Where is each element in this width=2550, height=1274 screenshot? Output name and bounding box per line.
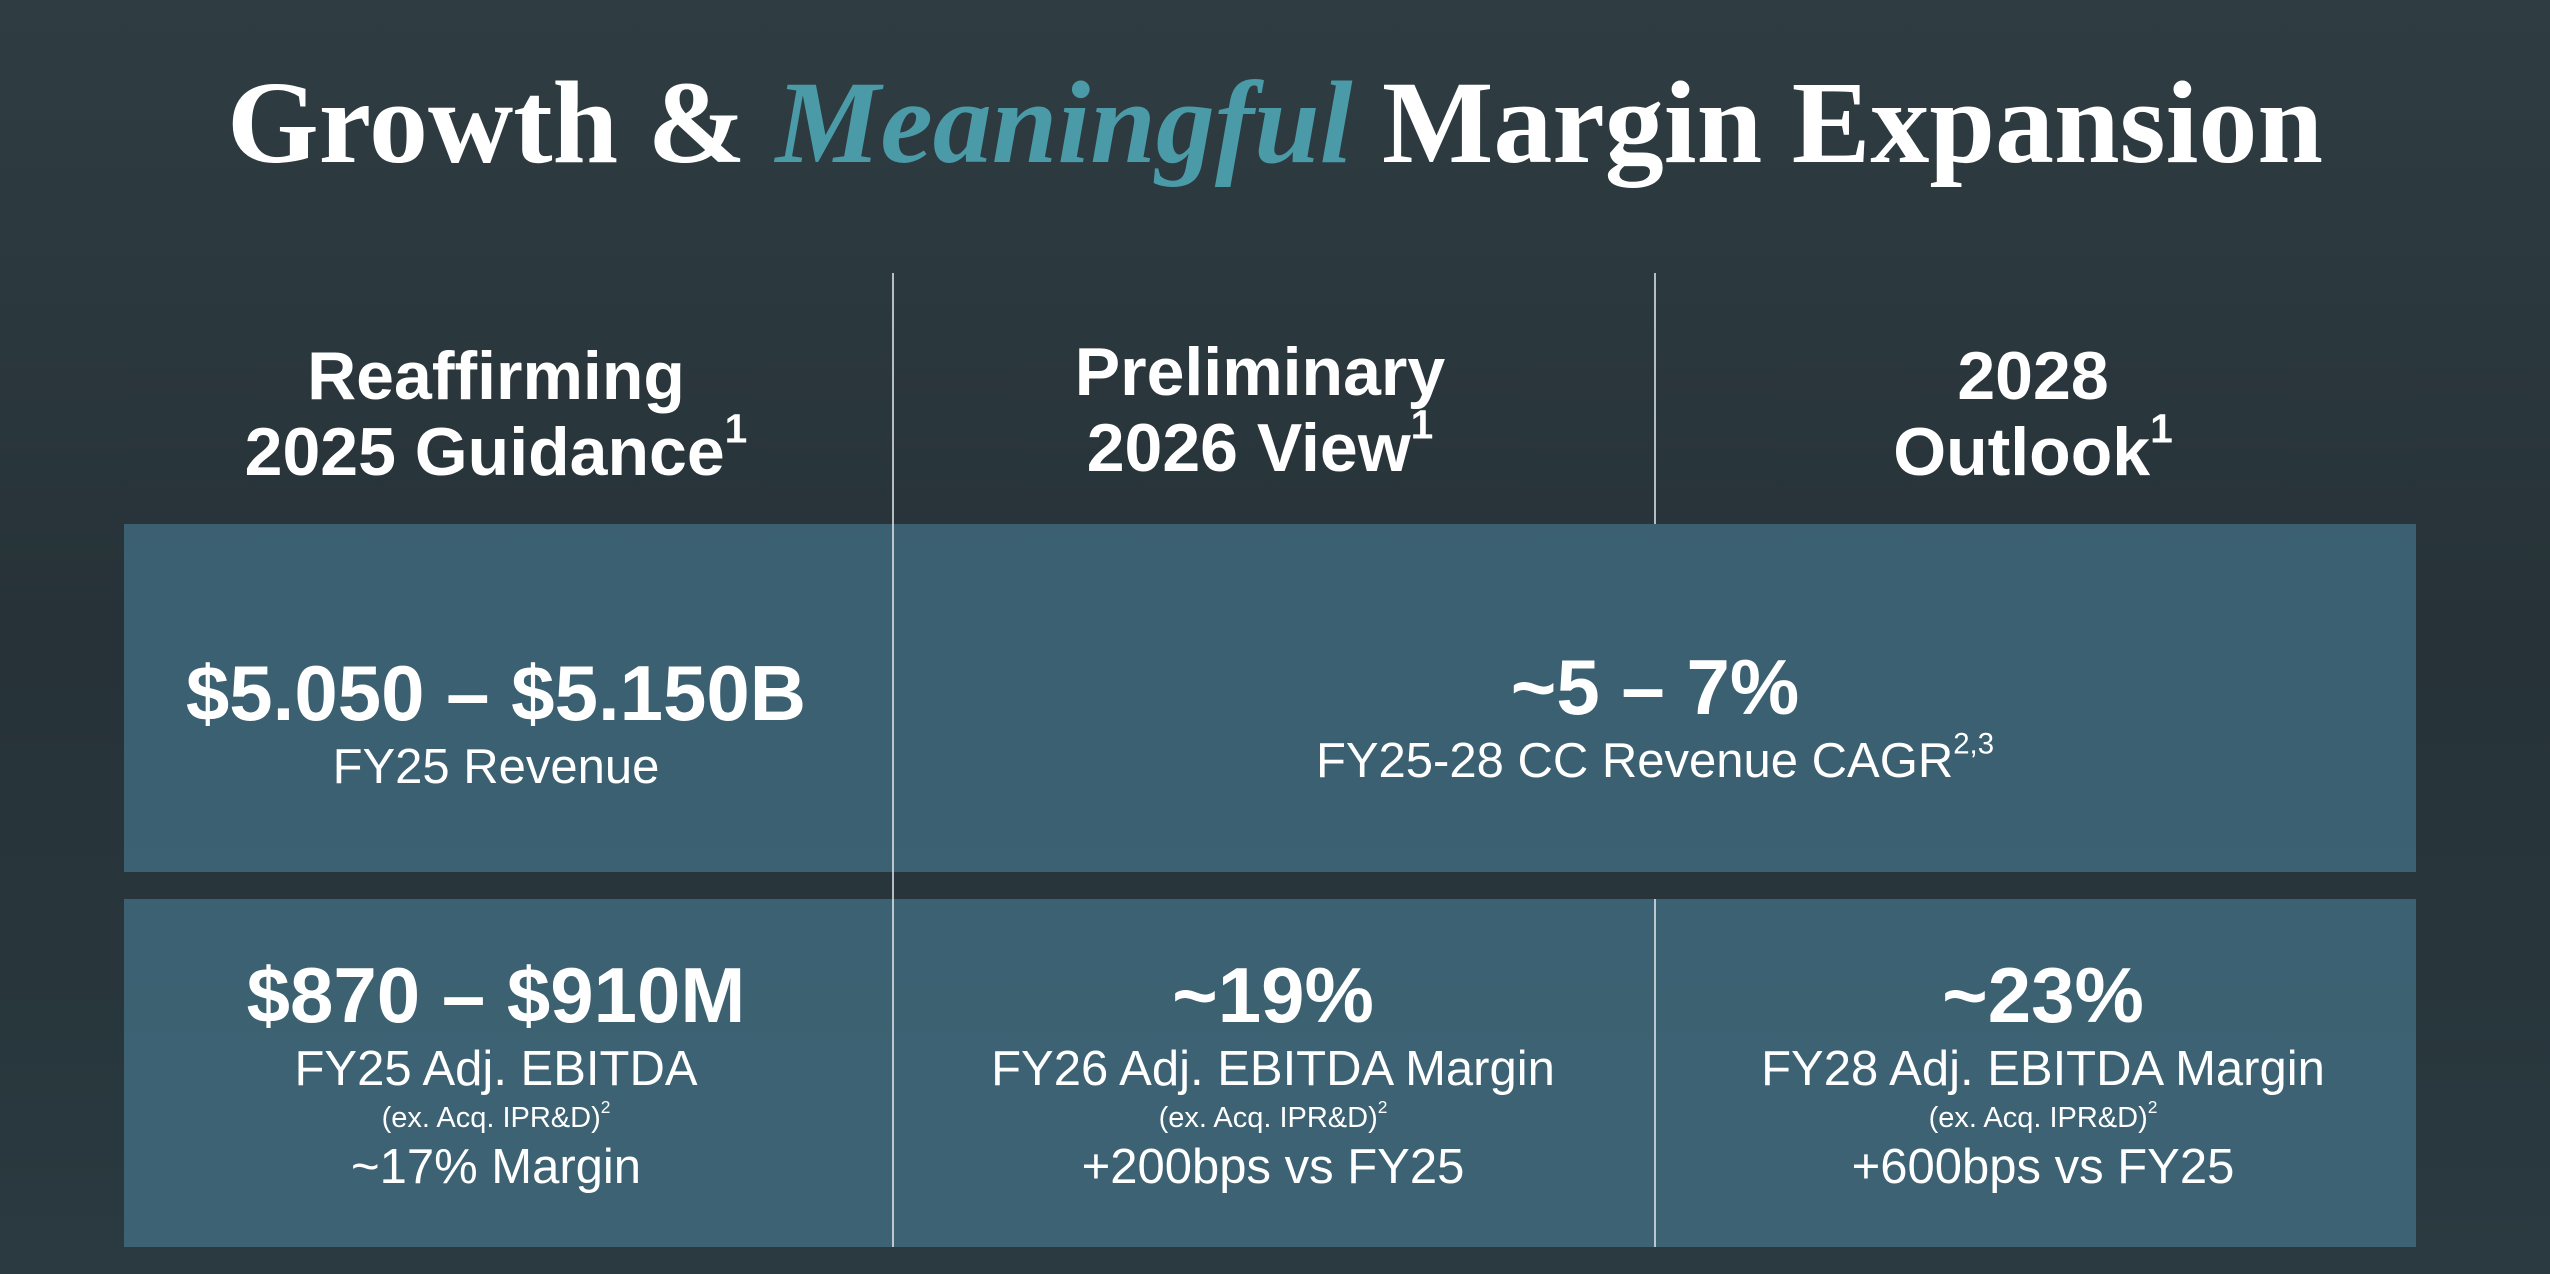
- metric: ~5 – 7% FY25-28 CC Revenue CAGR2,3: [1055, 642, 2255, 790]
- metric-label: FY26 Adj. EBITDA Margin: [991, 1042, 1555, 1096]
- metric-label: FY25-28 CC Revenue CAGR: [1315, 734, 1954, 788]
- metric-note: (ex. Acq. IPR&D): [381, 1102, 601, 1134]
- metric-value: $5.050 – $5.150B: [185, 649, 807, 737]
- metric-value: ~19%: [1172, 951, 1374, 1039]
- footnote-ref: 1: [2150, 405, 2173, 452]
- footnote-ref: 2: [2147, 1097, 2158, 1118]
- metric: ~19% FY26 Adj. EBITDA Margin (ex. Acq. IPR…: [873, 950, 1673, 1196]
- metric-value: ~23%: [1942, 951, 2144, 1039]
- metric: ~23% FY28 Adj. EBITDA Margin (ex. Acq. IPR…: [1643, 950, 2443, 1196]
- title: Growth & Meaningful Margin Expansion: [0, 55, 2550, 191]
- title-part: Meaningful: [775, 57, 1353, 188]
- header-line: Preliminary: [1074, 334, 1446, 410]
- metric-value: $870 – $910M: [246, 951, 746, 1039]
- metric-note: (ex. Acq. IPR&D): [1158, 1102, 1378, 1134]
- column-header: Reaffirming 2025 Guidance1: [96, 338, 896, 490]
- metric-note: (ex. Acq. IPR&D): [1928, 1102, 2148, 1134]
- metric-label: FY28 Adj. EBITDA Margin: [1761, 1042, 2325, 1096]
- divider: [1654, 899, 1656, 1247]
- column-header: 2028 Outlook1: [1633, 338, 2433, 490]
- metric-value: ~5 – 7%: [1510, 643, 1800, 731]
- header-line: 2026 View: [1086, 410, 1411, 486]
- metric-extra: +200bps vs FY25: [1081, 1140, 1465, 1194]
- divider: [1654, 273, 1656, 524]
- footnote-ref: 2,3: [1953, 727, 1995, 761]
- header-line: Outlook: [1893, 414, 2151, 490]
- revenue-box: [124, 524, 2416, 872]
- footnote-ref: 2: [1377, 1097, 1388, 1118]
- metric-label: FY25 Adj. EBITDA: [294, 1042, 698, 1096]
- header-line: Reaffirming: [307, 338, 685, 414]
- ebitda-box: [124, 899, 2416, 1247]
- column-header: Preliminary 2026 View1: [860, 334, 1660, 486]
- footnote-ref: 1: [1410, 401, 1434, 448]
- metric-extra: +600bps vs FY25: [1851, 1140, 2235, 1194]
- metric: $870 – $910M FY25 Adj. EBITDA (ex. Acq. IP…: [96, 950, 896, 1196]
- metric-label: FY25 Revenue: [332, 740, 660, 794]
- metric-extra: ~17% Margin: [350, 1140, 642, 1194]
- divider: [892, 273, 894, 1247]
- footnote-ref: 1: [724, 405, 748, 452]
- title-part: Margin Expansion: [1382, 57, 2323, 188]
- title-part: Growth &: [227, 57, 746, 188]
- header-line: 2028: [1957, 338, 2109, 414]
- header-line: 2025 Guidance: [244, 414, 725, 490]
- metric: $5.050 – $5.150B FY25 Revenue: [96, 648, 896, 796]
- footnote-ref: 2: [600, 1097, 611, 1118]
